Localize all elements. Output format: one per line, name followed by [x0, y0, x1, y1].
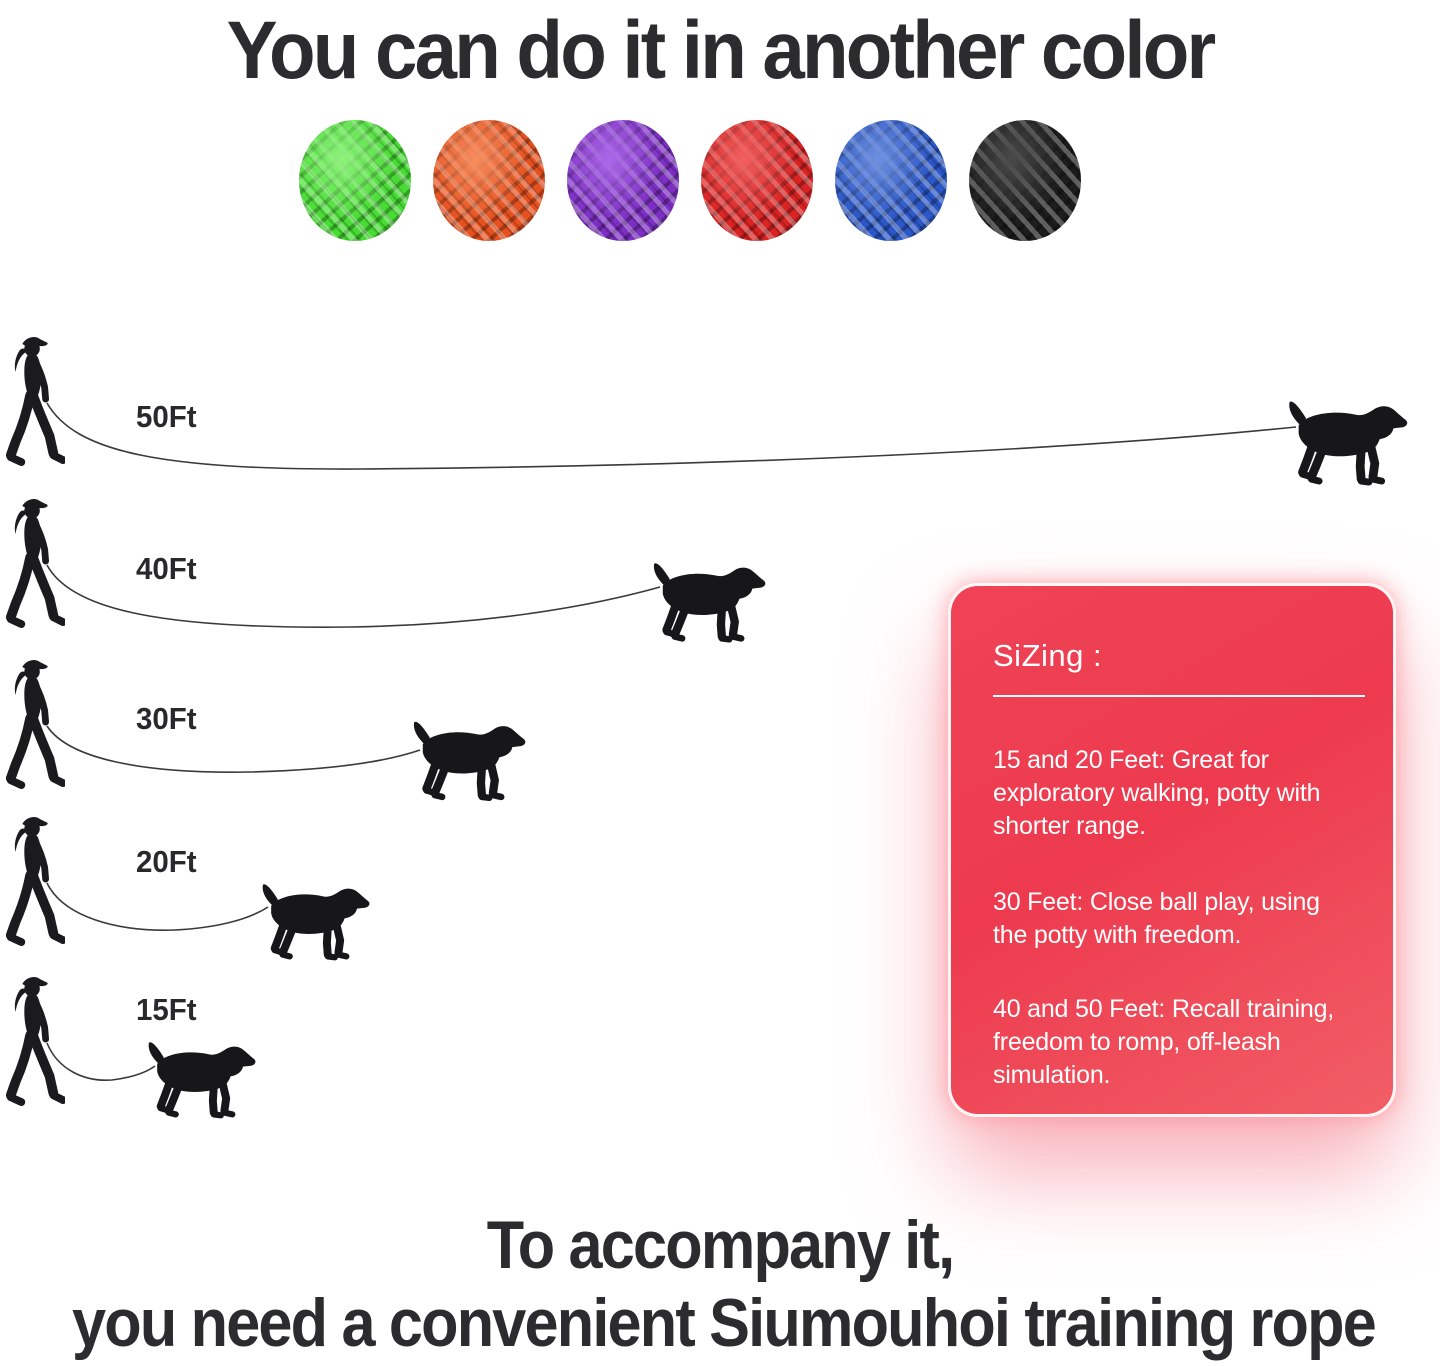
walker-figure: [11, 977, 63, 1102]
leash-line-20ft: [46, 882, 269, 931]
length-label-15ft: 15Ft: [136, 992, 197, 1027]
dog-figure: [655, 565, 765, 640]
leash-row-50ft: [11, 337, 1407, 482]
leash-row-30ft: [11, 660, 526, 798]
sizing-card-divider: [993, 695, 1365, 697]
leash-row-20ft: [11, 817, 370, 957]
sizing-item-30ft: 30 Feet: Close ball play, using the pott…: [993, 888, 1320, 949]
color-swatch-row: [299, 120, 1081, 241]
sizing-item-15-20ft: 15 and 20 Feet: Great for exploratory wa…: [993, 746, 1321, 840]
sizing-item-40-50ft: 40 and 50 Feet: Recall training, freedom…: [993, 995, 1335, 1089]
footer-line-1: To accompany it,: [486, 1207, 955, 1283]
leash-line-30ft: [46, 725, 421, 773]
walker-figure: [11, 499, 63, 624]
length-label-50ft: 50Ft: [136, 399, 197, 434]
leash-row-40ft: [11, 499, 766, 639]
leash-line-50ft: [46, 402, 1297, 470]
dog-figure: [415, 723, 525, 798]
leash-line-15ft: [46, 1042, 156, 1081]
color-swatch-black: [969, 120, 1081, 241]
color-swatch-red: [701, 120, 813, 241]
dog-figure: [264, 886, 369, 958]
dog-figure: [150, 1044, 255, 1116]
color-swatch-blue: [835, 120, 947, 241]
leash-line-40ft: [46, 564, 661, 628]
length-label-20ft: 20Ft: [136, 844, 197, 879]
footer-line-2: you need a convenient Siumouhoi training…: [72, 1285, 1377, 1361]
length-label-40ft: 40Ft: [136, 551, 197, 586]
color-swatch-purple: [567, 120, 679, 241]
walker-figure: [11, 660, 63, 785]
walker-figure: [11, 817, 63, 942]
dog-figure: [1291, 403, 1408, 482]
color-swatch-green: [299, 120, 411, 241]
walker-figure: [11, 337, 63, 462]
page-title: You can do it in another color: [226, 5, 1217, 96]
sizing-card-heading: SiZing :: [993, 638, 1103, 673]
color-swatch-orange: [433, 120, 545, 241]
length-label-30ft: 30Ft: [136, 701, 197, 736]
footer-headline: To accompany it, you need a convenient S…: [72, 1206, 1377, 1362]
sizing-card: SiZing : 15 and 20 Feet: Great for explo…: [948, 583, 1396, 1117]
leash-row-15ft: [11, 977, 256, 1115]
